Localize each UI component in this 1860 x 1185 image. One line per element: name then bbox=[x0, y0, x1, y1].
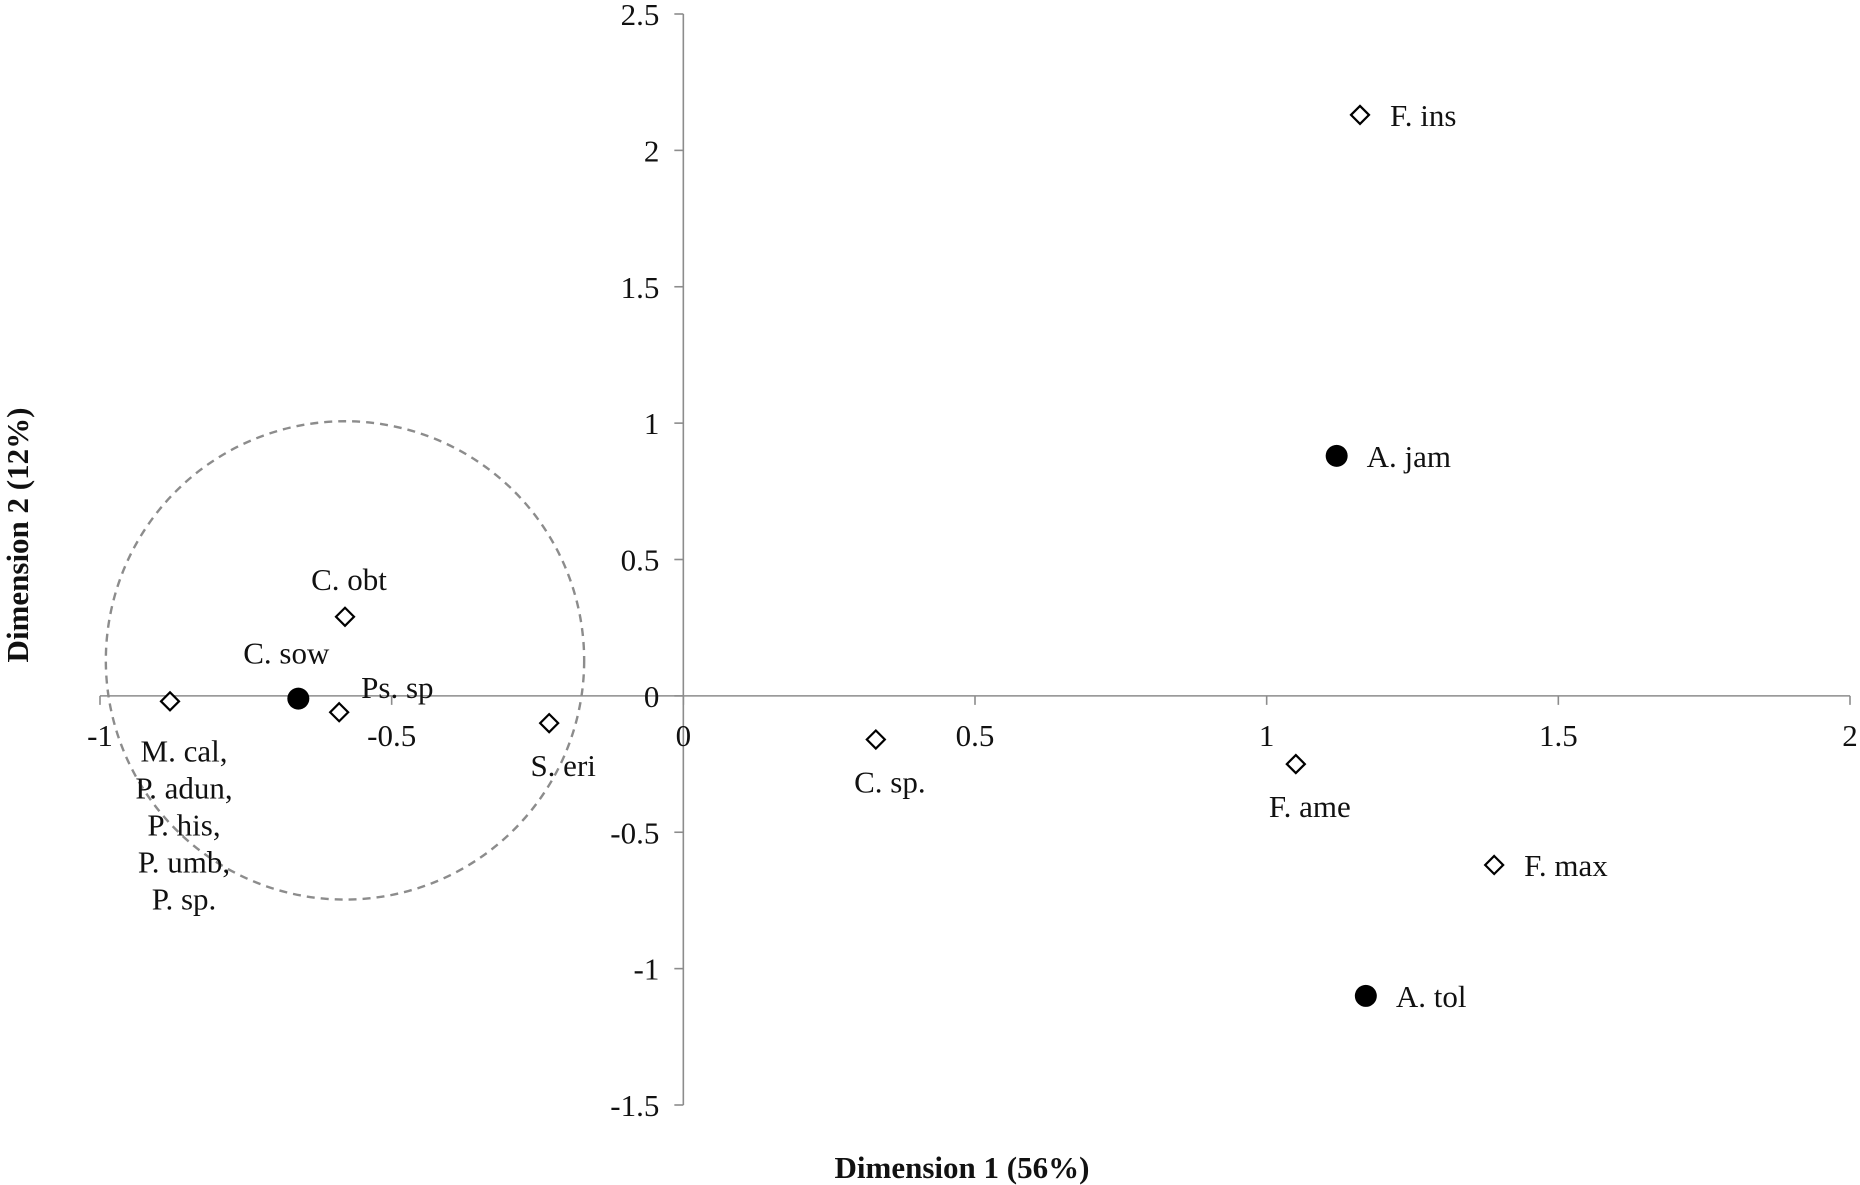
open-diamond-point bbox=[865, 728, 887, 751]
tick-layer: -1 -0.5 0 0.5 1 1.5 2 -1.5 -1 -0.5 0 0.5 1 1.5 2 2.5 bbox=[87, 0, 1858, 1123]
point-label-line: Ps. sp bbox=[361, 670, 433, 705]
point-label-line: C. sow bbox=[243, 636, 330, 671]
point-label: M. cal, P. adun, P. his, P. umb, P. sp. bbox=[135, 733, 232, 916]
open-diamond-point bbox=[159, 690, 181, 712]
y-tick-label: 0.5 bbox=[621, 543, 660, 578]
open-diamond-point bbox=[328, 701, 350, 723]
open-diamond-point bbox=[1349, 104, 1371, 126]
x-tick-label: -1 bbox=[87, 718, 113, 753]
point-label: F. max bbox=[1524, 848, 1608, 883]
y-tick-label: 1.5 bbox=[621, 270, 660, 305]
point-label-line: M. cal, bbox=[141, 733, 228, 768]
point-label-line: S. eri bbox=[530, 748, 596, 783]
point-label-line: P. sp. bbox=[152, 881, 217, 916]
point-label-line: F. ins bbox=[1390, 98, 1456, 133]
filled-circle-point bbox=[287, 687, 310, 710]
point-label: F. ame bbox=[1269, 789, 1351, 824]
open-diamond-point bbox=[538, 712, 560, 734]
point-label: C. obt bbox=[311, 562, 387, 597]
x-tick-label: 1.5 bbox=[1539, 718, 1578, 753]
y-axis-title: Dimension 2 (12%) bbox=[0, 408, 35, 663]
x-tick-label: 0 bbox=[676, 718, 692, 753]
point-label-line: P. his, bbox=[147, 807, 220, 842]
cluster-circle bbox=[104, 420, 586, 901]
y-tick-label: 0 bbox=[644, 679, 660, 714]
y-tick-label: 2.5 bbox=[621, 0, 660, 32]
point-layer bbox=[159, 104, 1505, 1007]
x-tick-label: 1 bbox=[1259, 718, 1275, 753]
point-label: A. tol bbox=[1396, 979, 1467, 1014]
point-label: C. sp. bbox=[854, 765, 926, 800]
point-label: C. sow bbox=[243, 636, 330, 671]
point-label-line: P. adun, bbox=[135, 770, 232, 805]
x-tick-label: -0.5 bbox=[367, 718, 416, 753]
y-tick-label: 2 bbox=[644, 133, 660, 168]
point-label: S. eri bbox=[530, 748, 596, 783]
point-label: A. jam bbox=[1367, 439, 1451, 474]
point-label-line: F. ame bbox=[1269, 789, 1351, 824]
point-label-line: P. umb, bbox=[138, 844, 230, 879]
filled-circle-point bbox=[1354, 984, 1377, 1007]
point-label-line: C. obt bbox=[311, 562, 387, 597]
y-tick-label: -1.5 bbox=[610, 1088, 659, 1123]
filled-circle-point bbox=[1325, 444, 1348, 467]
open-diamond-point bbox=[1483, 854, 1505, 876]
axis-layer bbox=[100, 14, 1850, 1105]
point-label-line: C. sp. bbox=[854, 765, 926, 800]
open-diamond-point bbox=[1285, 753, 1307, 775]
x-tick-label: 2 bbox=[1842, 718, 1858, 753]
open-diamond-point bbox=[334, 606, 356, 628]
point-label-line: A. jam bbox=[1367, 439, 1451, 474]
point-label-line: F. max bbox=[1524, 848, 1608, 883]
point-label-line: A. tol bbox=[1396, 979, 1467, 1014]
y-tick-label: 1 bbox=[644, 406, 660, 441]
annotation-layer bbox=[104, 420, 586, 901]
y-tick-label: -1 bbox=[634, 952, 660, 987]
y-tick-label: -0.5 bbox=[610, 815, 659, 850]
x-axis-title: Dimension 1 (56%) bbox=[835, 1150, 1090, 1185]
point-label: F. ins bbox=[1390, 98, 1456, 133]
x-tick-label: 0.5 bbox=[956, 718, 995, 753]
point-label: Ps. sp bbox=[361, 670, 433, 705]
